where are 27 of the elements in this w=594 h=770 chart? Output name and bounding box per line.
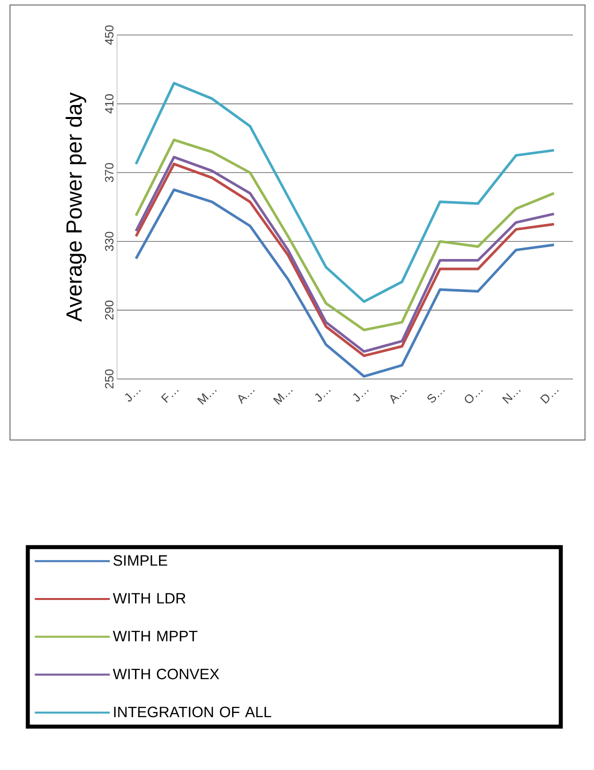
x-tick-label: J… [314, 390, 331, 402]
legend-label: WITH CONVEX [112, 668, 220, 680]
y-tick-label: 290 [104, 300, 114, 320]
x-tick-label: S… [427, 390, 445, 403]
x-tick-label: J… [124, 390, 141, 402]
legend-label: SIMPLE [113, 555, 168, 566]
y-tick-label: 330 [104, 232, 114, 251]
x-tick-label: J… [352, 390, 369, 402]
x-tick-label: O… [464, 390, 483, 404]
x-tick-label: N… [502, 390, 521, 404]
x-tick-label: M… [273, 390, 293, 405]
legend-label: WITH MPPT [112, 630, 198, 642]
line-series [134, 138, 556, 332]
y-tick-label: 370 [104, 163, 114, 182]
x-tick-label: A… [390, 390, 407, 404]
y-tick-label: 450 [104, 25, 114, 45]
x-tick-label: D… [540, 390, 559, 404]
x-tick-label: A… [238, 390, 255, 404]
y-tick-label: 250 [104, 369, 114, 388]
legend-label: INTEGRATION OF ALL [114, 706, 272, 718]
line-series [134, 188, 556, 378]
line-series [134, 82, 556, 303]
legend-label: WITH LDR [112, 593, 186, 604]
y-axis-title: Average Power per day [66, 92, 86, 322]
x-tick-label: M… [197, 390, 217, 405]
x-tick-label: F… [161, 390, 179, 403]
y-tick-label: 410 [104, 94, 114, 114]
